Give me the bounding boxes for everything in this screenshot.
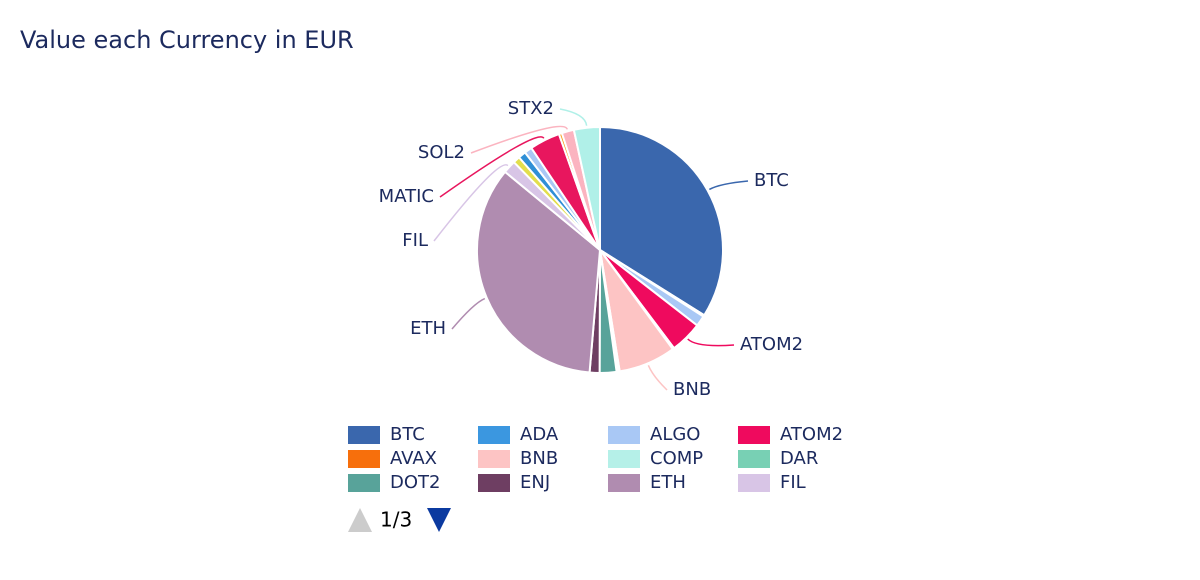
legend-label[interactable]: BNB bbox=[520, 448, 558, 469]
leader-line bbox=[647, 364, 668, 391]
legend-swatch[interactable] bbox=[348, 450, 380, 468]
legend-label[interactable]: BTC bbox=[390, 424, 425, 445]
legend-label[interactable]: ADA bbox=[520, 424, 559, 445]
slice-label: MATIC bbox=[379, 186, 434, 207]
legend-page: 1/3 bbox=[380, 508, 412, 532]
leader-line bbox=[470, 125, 569, 154]
pie-slice bbox=[572, 125, 601, 251]
leader-line bbox=[439, 136, 545, 198]
leader-line bbox=[433, 164, 509, 242]
legend-label[interactable]: AVAX bbox=[390, 448, 437, 469]
pie-slice bbox=[476, 170, 602, 374]
legend-swatch[interactable] bbox=[478, 450, 510, 468]
slice-label: STX2 bbox=[508, 98, 554, 119]
legend-swatch[interactable] bbox=[348, 426, 380, 444]
legend-page-up[interactable] bbox=[348, 508, 372, 532]
legend-swatch[interactable] bbox=[738, 474, 770, 492]
chart-title: Value each Currency in EUR bbox=[20, 26, 354, 54]
legend-swatch[interactable] bbox=[738, 450, 770, 468]
legend-label[interactable]: ALGO bbox=[650, 424, 700, 445]
leader-line bbox=[708, 180, 749, 191]
legend-swatch[interactable] bbox=[738, 426, 770, 444]
legend-label[interactable]: ETH bbox=[650, 472, 686, 493]
slice-label: BTC bbox=[754, 170, 789, 191]
legend-swatch[interactable] bbox=[608, 450, 640, 468]
legend-swatch[interactable] bbox=[608, 474, 640, 492]
legend-label[interactable]: FIL bbox=[780, 472, 806, 493]
leader-line bbox=[687, 338, 735, 347]
legend-swatch[interactable] bbox=[608, 426, 640, 444]
legend-label[interactable]: DOT2 bbox=[390, 472, 440, 493]
slice-label: BNB bbox=[673, 379, 711, 400]
legend-swatch[interactable] bbox=[348, 474, 380, 492]
legend-page-down[interactable] bbox=[427, 508, 451, 532]
slice-label: FIL bbox=[402, 230, 428, 251]
legend-swatch[interactable] bbox=[478, 474, 510, 492]
slice-label: ATOM2 bbox=[740, 334, 803, 355]
legend-label[interactable]: ATOM2 bbox=[780, 424, 843, 445]
leader-line bbox=[451, 297, 486, 330]
leader-line bbox=[559, 108, 588, 126]
legend-label[interactable]: ENJ bbox=[520, 472, 550, 493]
slice-label: ETH bbox=[410, 318, 446, 339]
slice-label: SOL2 bbox=[418, 142, 465, 163]
legend-swatch[interactable] bbox=[478, 426, 510, 444]
legend-label[interactable]: DAR bbox=[780, 448, 818, 469]
legend-label[interactable]: COMP bbox=[650, 448, 703, 469]
